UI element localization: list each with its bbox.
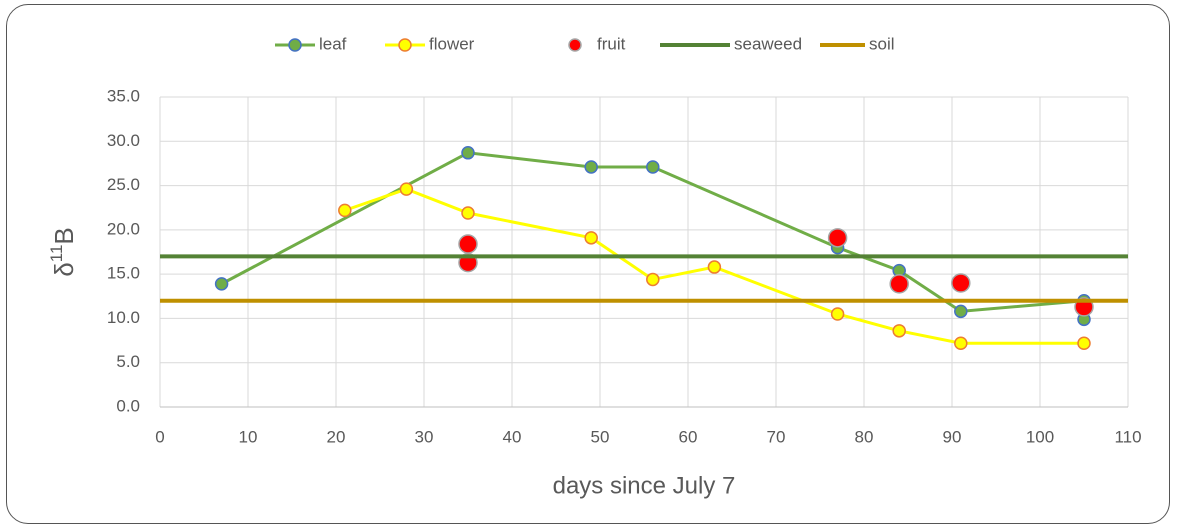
y-tick-label: 35.0 — [107, 86, 140, 105]
x-tick-label: 90 — [943, 427, 962, 446]
y-label-tail: B — [49, 227, 79, 244]
legend-label: fruit — [597, 34, 626, 53]
legend-label: flower — [429, 34, 475, 53]
marker — [461, 206, 475, 220]
x-tick-label: 60 — [679, 427, 698, 446]
y-label-sup: 11 — [47, 245, 66, 263]
marker — [889, 274, 909, 294]
marker — [954, 336, 968, 350]
y-tick-label: 25.0 — [107, 175, 140, 194]
legend-marker — [398, 38, 412, 52]
y-tick-label: 5.0 — [116, 352, 140, 371]
y-tick-label: 15.0 — [107, 264, 140, 283]
x-tick-label: 0 — [155, 427, 164, 446]
y-tick-label: 10.0 — [107, 308, 140, 327]
marker — [646, 160, 660, 174]
x-tick-label: 40 — [503, 427, 522, 446]
y-tick-label: 20.0 — [107, 219, 140, 238]
series-line — [344, 187, 1084, 345]
marker — [1077, 336, 1091, 350]
frame — [6, 4, 1170, 524]
y-tick-label: 0.0 — [116, 396, 140, 415]
y-label-symbol: δ — [49, 262, 79, 276]
marker — [951, 273, 971, 293]
marker — [892, 324, 906, 338]
marker — [584, 160, 598, 174]
legend-label: leaf — [319, 34, 347, 53]
x-tick-label: 30 — [415, 427, 434, 446]
legend-label: seaweed — [734, 34, 802, 53]
marker — [338, 203, 352, 218]
marker — [214, 277, 229, 291]
marker — [707, 260, 722, 274]
series-line — [220, 151, 1086, 320]
marker — [830, 307, 845, 321]
marker — [584, 231, 598, 245]
marker — [954, 304, 968, 319]
x-axis-label: days since July 7 — [553, 472, 736, 499]
legend-label: soil — [869, 34, 895, 53]
x-tick-label: 70 — [767, 427, 786, 446]
x-tick-label: 100 — [1026, 427, 1054, 446]
y-axis-label: δ11B — [47, 227, 78, 276]
x-tick-label: 80 — [855, 427, 874, 446]
marker — [827, 228, 848, 248]
marker — [646, 272, 660, 287]
marker — [461, 146, 475, 160]
marker — [399, 182, 414, 196]
marker — [458, 234, 478, 254]
y-tick-label: 30.0 — [107, 131, 140, 150]
legend-marker — [288, 38, 302, 52]
legend-marker — [568, 38, 582, 52]
x-tick-label: 10 — [239, 427, 258, 446]
x-tick-label: 110 — [1114, 427, 1141, 446]
x-tick-label: 50 — [591, 427, 610, 446]
x-tick-label: 20 — [327, 427, 346, 446]
